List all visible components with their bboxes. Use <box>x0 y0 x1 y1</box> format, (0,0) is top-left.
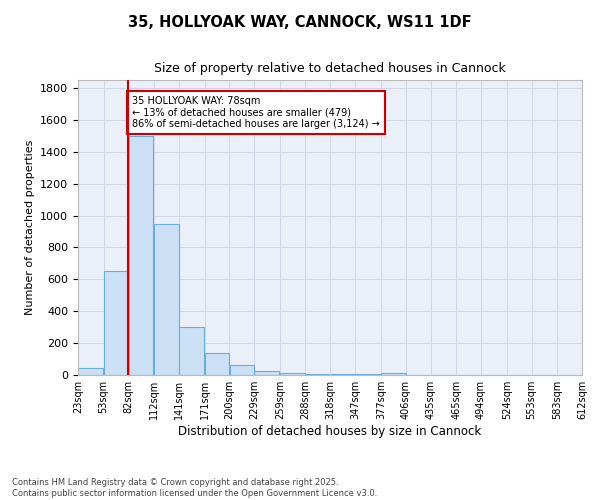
Bar <box>179 327 203 375</box>
Bar <box>78 368 103 375</box>
Bar <box>355 374 380 375</box>
Text: 35, HOLLYOAK WAY, CANNOCK, WS11 1DF: 35, HOLLYOAK WAY, CANNOCK, WS11 1DF <box>128 15 472 30</box>
Bar <box>230 364 254 375</box>
Bar <box>331 374 355 375</box>
Bar <box>381 372 406 375</box>
Bar <box>128 136 153 375</box>
Title: Size of property relative to detached houses in Cannock: Size of property relative to detached ho… <box>154 62 506 74</box>
X-axis label: Distribution of detached houses by size in Cannock: Distribution of detached houses by size … <box>178 425 482 438</box>
Text: Contains HM Land Registry data © Crown copyright and database right 2025.
Contai: Contains HM Land Registry data © Crown c… <box>12 478 377 498</box>
Y-axis label: Number of detached properties: Number of detached properties <box>25 140 35 315</box>
Bar <box>280 372 305 375</box>
Text: 35 HOLLYOAK WAY: 78sqm
← 13% of detached houses are smaller (479)
86% of semi-de: 35 HOLLYOAK WAY: 78sqm ← 13% of detached… <box>132 96 380 129</box>
Bar <box>254 371 279 375</box>
Bar <box>154 224 179 375</box>
Bar <box>305 374 329 375</box>
Bar <box>205 354 229 375</box>
Bar <box>104 272 128 375</box>
